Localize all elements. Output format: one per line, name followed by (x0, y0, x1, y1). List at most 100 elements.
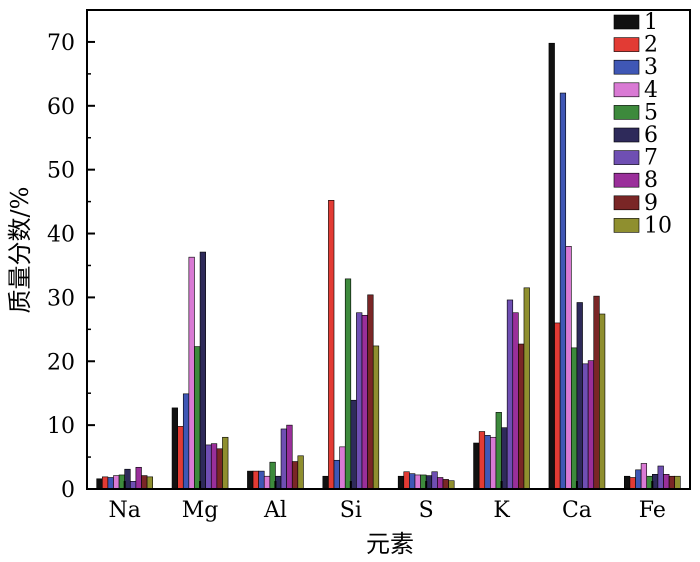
bar-Si-6 (350, 399, 357, 490)
legend-swatch-5 (613, 105, 640, 120)
legend-label-5: 5 (644, 100, 658, 125)
bar-Si-5 (344, 278, 352, 490)
y-tick-label: 20 (47, 350, 75, 375)
y-tick-label: 70 (47, 31, 75, 56)
bar-Mg-6 (199, 251, 206, 490)
bar-Ca-1 (548, 42, 555, 490)
legend-label-10: 10 (644, 213, 672, 238)
x-tick-label: Si (340, 498, 362, 523)
bar-S-8 (437, 477, 444, 490)
bar-Mg-8 (210, 443, 218, 490)
x-tick-label: K (493, 498, 510, 523)
bar-Ca-6 (576, 302, 583, 490)
bar-Fe-7 (657, 465, 664, 490)
plot-frame (86, 9, 691, 490)
bar-S-7 (431, 471, 438, 490)
bar-K-10 (523, 287, 530, 490)
bar-Si-8 (361, 314, 368, 490)
bar-K-7 (506, 299, 514, 490)
y-tick-label: 0 (61, 478, 75, 503)
bar-Ca-2 (554, 322, 561, 490)
legend-label-7: 7 (644, 146, 658, 171)
bar-K-2 (478, 431, 486, 490)
bar-Ca-10 (599, 313, 606, 490)
bar-K-5 (495, 412, 502, 490)
bar-Fe-1 (624, 475, 631, 490)
legend-label-3: 3 (644, 55, 658, 80)
bar-Na-8 (135, 466, 142, 490)
y-tick-label: 60 (47, 95, 75, 120)
bar-S-10 (448, 480, 455, 490)
legend-label-9: 9 (644, 191, 658, 216)
bar-Mg-5 (194, 346, 201, 490)
y-tick-label: 50 (47, 159, 75, 184)
legend-label-4: 4 (644, 78, 658, 103)
bar-Si-10 (372, 345, 380, 490)
x-axis-label: 元素 (366, 530, 414, 558)
x-tick-label: Na (109, 498, 141, 523)
bar-Na-9 (141, 475, 148, 490)
legend-swatch-10 (613, 218, 640, 233)
legend-swatch-6 (613, 127, 640, 143)
legend-label-2: 2 (644, 33, 658, 58)
bar-Na-10 (146, 476, 153, 490)
bar-Ca-9 (593, 295, 600, 490)
bar-Fe-4 (640, 463, 648, 490)
bar-Fe-10 (674, 475, 681, 490)
bar-Mg-3 (182, 393, 190, 490)
x-tick-label: Mg (182, 498, 219, 523)
bar-Na-3 (107, 477, 114, 490)
x-tick-label: S (419, 498, 434, 523)
bar-S-2 (403, 471, 410, 490)
x-tick-label: Fe (639, 498, 666, 523)
bar-K-1 (473, 442, 480, 490)
y-tick-label: 40 (47, 223, 75, 248)
bar-Ca-4 (565, 246, 572, 490)
y-tick-label: 10 (47, 414, 75, 439)
x-axis: Na Mg Al Si S K Ca Fe (109, 481, 666, 523)
bar-Fe-3 (635, 469, 642, 490)
bar-Ca-5 (571, 347, 578, 490)
legend-swatch-7 (613, 150, 640, 165)
bar-Al-7 (280, 428, 287, 490)
bar-Mg-7 (205, 444, 212, 490)
x-tick-label: Ca (562, 498, 592, 523)
legend-label-1: 1 (644, 10, 658, 35)
bar-Si-3 (333, 459, 340, 490)
bar-Al-2 (252, 470, 259, 490)
y-tick-label: 30 (47, 286, 75, 311)
y-axis: 0 10 20 30 40 50 60 70 (47, 9, 95, 503)
bar-Al-1 (247, 470, 254, 490)
bar-Mg-4 (188, 256, 195, 490)
bar-Mg-10 (222, 436, 229, 490)
bar-K-4 (490, 436, 497, 490)
legend-swatch-2 (613, 37, 640, 52)
bar-Na-2 (101, 476, 109, 490)
bar-K-8 (512, 312, 519, 490)
legend-swatch-4 (613, 82, 640, 98)
bar-S-4 (414, 474, 421, 490)
bar-Al-4 (263, 475, 271, 490)
bar-Na-7 (129, 481, 137, 490)
bar-Al-9 (291, 461, 299, 490)
bar-Al-10 (297, 455, 304, 490)
bar-Si-1 (322, 475, 329, 490)
legend-label-8: 8 (644, 168, 658, 193)
y-axis-label: 质量分数/% (6, 187, 34, 314)
legend-swatch-3 (613, 59, 640, 75)
legend-label-6: 6 (644, 123, 658, 148)
bar-K-9 (518, 343, 525, 490)
bar-Fe-9 (668, 475, 676, 490)
bar-Mg-9 (216, 448, 223, 490)
bar-S-3 (409, 473, 416, 490)
bar-Si-4 (339, 446, 346, 490)
bar-Si-2 (328, 200, 335, 490)
bar-S-1 (397, 475, 405, 490)
legend-swatch-1 (613, 14, 640, 30)
bar-Fe-8 (663, 474, 670, 490)
bar-Mg-1 (171, 407, 178, 490)
bar-Si-7 (356, 312, 363, 490)
bar-Al-3 (258, 470, 265, 490)
